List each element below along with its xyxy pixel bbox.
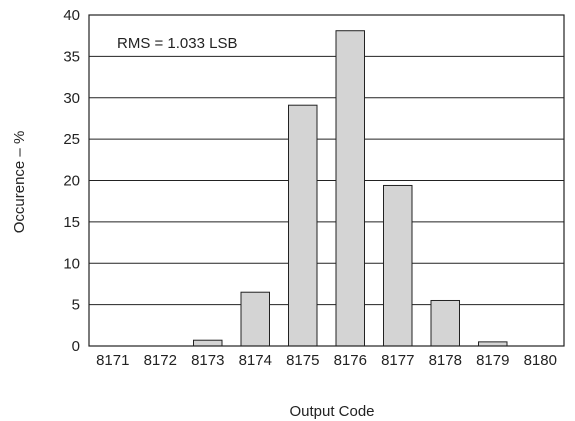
y-tick-label: 40 <box>63 7 80 24</box>
bars <box>193 30 508 347</box>
bar-8177 <box>383 184 413 347</box>
x-axis-label: Output Code <box>289 403 374 420</box>
bar-8179 <box>478 341 508 347</box>
x-tick-label: 8176 <box>334 352 367 369</box>
y-tick-label: 25 <box>63 131 80 148</box>
x-tick-label: 8173 <box>191 352 224 369</box>
bar-8174 <box>240 291 270 347</box>
x-tick-label: 8174 <box>239 352 272 369</box>
plot-frame <box>88 14 565 347</box>
y-tick-label: 0 <box>72 338 80 355</box>
y-tick-label: 10 <box>63 255 80 272</box>
bar-8173 <box>193 339 223 347</box>
y-tick-label: 30 <box>63 90 80 107</box>
bar-8175 <box>288 104 318 347</box>
x-tick-label: 8177 <box>381 352 414 369</box>
x-tick-label: 8180 <box>524 352 557 369</box>
x-tick-label: 8172 <box>144 352 177 369</box>
y-tick-label: 35 <box>63 48 80 65</box>
y-axis-label: Occurence – % <box>11 131 28 234</box>
x-tick-labels: 8171 8172 8173 8174 8175 8176 8177 8178 8179 8180 <box>96 352 557 369</box>
y-tick-label: 15 <box>63 214 80 231</box>
bar-8176 <box>335 30 365 347</box>
y-tick-label: 20 <box>63 173 80 190</box>
x-tick-label: 8178 <box>429 352 462 369</box>
bar-8178 <box>430 299 460 347</box>
x-tick-label: 8171 <box>96 352 129 369</box>
x-tick-label: 8175 <box>286 352 319 369</box>
y-tick-labels: 0 5 10 15 20 25 30 35 40 <box>63 7 80 355</box>
rms-annotation: RMS = 1.033 LSB <box>117 35 237 52</box>
x-tick-label: 8179 <box>476 352 509 369</box>
grid-lines <box>89 55 564 306</box>
y-tick-label: 5 <box>72 297 80 314</box>
